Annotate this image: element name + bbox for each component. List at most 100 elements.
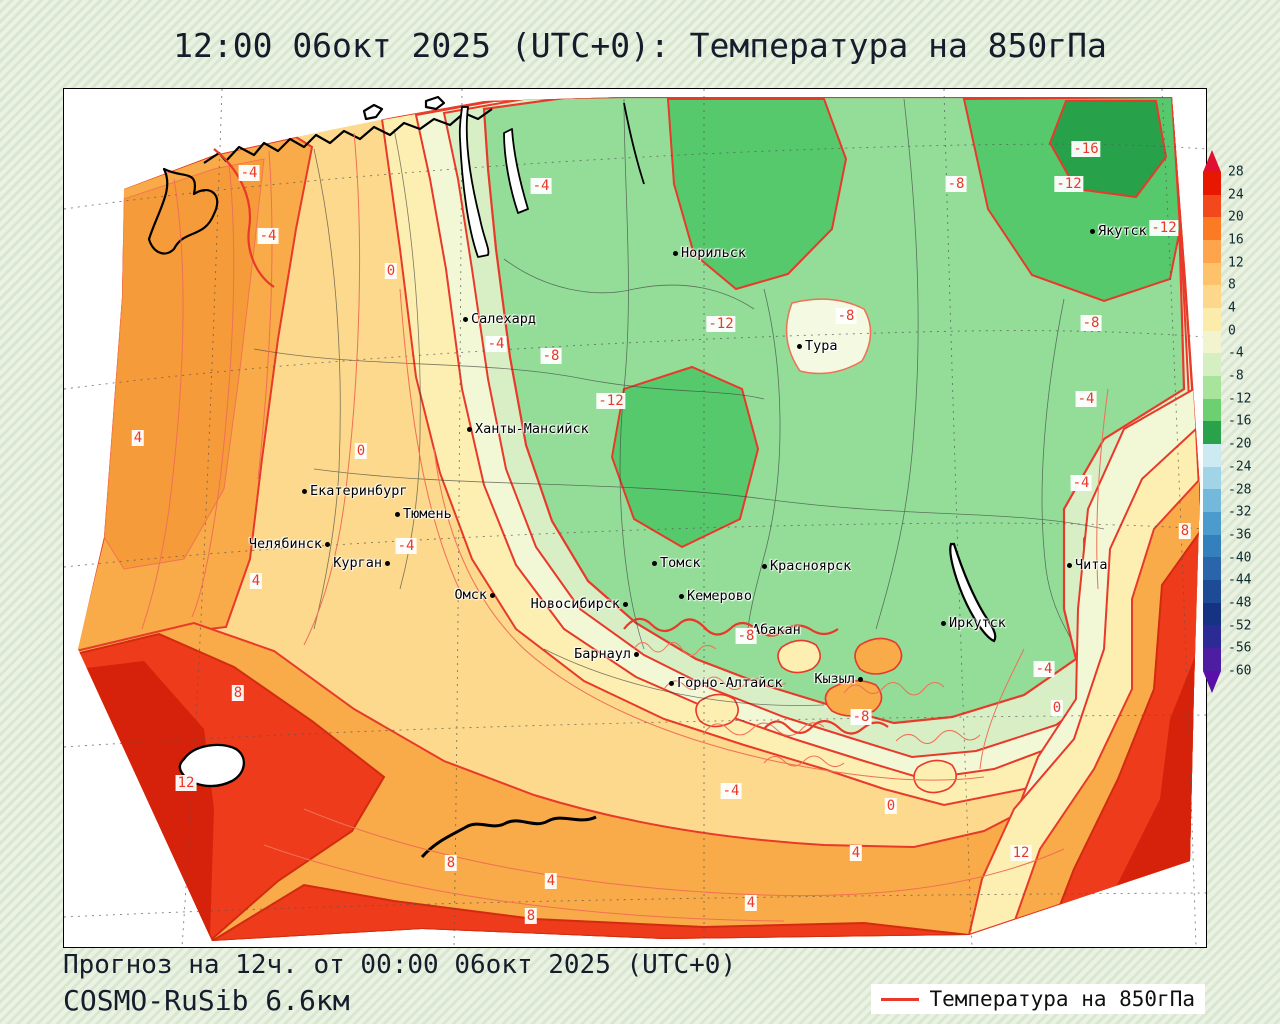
isotherm-label: -4 <box>530 178 552 194</box>
colorbar-label: 20 <box>1228 209 1244 225</box>
isotherm-label: -12 <box>596 393 626 409</box>
isotherm-label: 4 <box>249 573 263 589</box>
city-dot <box>623 601 628 607</box>
isotherm-label: 8 <box>524 908 538 924</box>
city-label: Чита <box>1075 557 1108 573</box>
isotherm-label: 12 <box>1010 845 1032 861</box>
colorbar-band <box>1203 376 1221 399</box>
city-label: Челябинск <box>248 536 322 552</box>
city-dot <box>679 593 684 599</box>
colorbar-band <box>1203 330 1221 354</box>
city-dot <box>467 426 472 432</box>
colorbar-band <box>1203 625 1221 649</box>
legend-label: Температура на 850гПа <box>929 987 1195 1011</box>
forecast-info: Прогноз на 12ч. от 00:00 06окт 2025 (UTC… <box>63 950 737 980</box>
isotherm-label: -16 <box>1071 141 1101 157</box>
isotherm-label: 8 <box>231 685 245 701</box>
city-label: Салехард <box>471 311 537 327</box>
colorbar-band <box>1203 217 1221 241</box>
isotherm-label: -4 <box>1033 661 1055 677</box>
city-marker: Чита <box>1067 557 1108 573</box>
colorbar-band <box>1203 421 1221 445</box>
colorbar-label: -8 <box>1228 368 1244 384</box>
temperature-field <box>78 97 1200 941</box>
city-dot <box>325 541 330 547</box>
isotherm-label: 4 <box>744 895 758 911</box>
city-marker: Омск <box>454 587 495 603</box>
city-dot <box>797 343 802 349</box>
city-marker: Ханты-Мансийск <box>467 421 589 437</box>
colorbar-label: -56 <box>1228 640 1252 656</box>
city-marker: Тюмень <box>395 506 452 522</box>
colorbar-band <box>1203 512 1221 535</box>
colorbar-arrow-down-icon <box>1203 670 1221 693</box>
temperature-colorbar: 28 24 20 16 12 8 4 0 -4 -8 -12 -16 -20 -24 -28 -32 -36 -4… <box>1203 150 1280 730</box>
colorbar-band <box>1203 398 1221 422</box>
colorbar-label: -12 <box>1228 391 1252 407</box>
city-label: Тюмень <box>403 506 452 522</box>
city-label: Красноярск <box>770 558 852 574</box>
isotherm-label: 0 <box>354 443 368 459</box>
isotherm-label: -4 <box>485 336 507 352</box>
colorbar-band <box>1203 580 1221 603</box>
colorbar-label: 16 <box>1228 232 1244 248</box>
colorbar-label: 12 <box>1228 255 1244 271</box>
coastlines <box>147 95 645 258</box>
isotherm-label: -8 <box>1080 315 1102 331</box>
page-title: 12:00 06окт 2025 (UTC+0): Температура на… <box>173 26 1107 65</box>
colorbar-band <box>1203 648 1221 671</box>
colorbar-band <box>1203 557 1221 581</box>
colorbar-label: -20 <box>1228 436 1252 452</box>
isotherm-label: 0 <box>884 798 898 814</box>
city-marker: Курган <box>333 555 390 571</box>
city-label: Норильск <box>681 245 747 261</box>
city-dot <box>762 563 767 569</box>
lake-baikal <box>949 542 997 643</box>
city-label: Курган <box>333 555 382 571</box>
isotherm-label: 4 <box>849 845 863 861</box>
city-marker: Красноярск <box>762 558 851 574</box>
border-ridge <box>420 815 597 858</box>
admin-borders <box>253 98 1105 706</box>
colorbar-band <box>1203 285 1221 309</box>
contour-lines-major <box>213 148 889 735</box>
colorbar-label: 24 <box>1228 187 1244 203</box>
colorbar-label: -48 <box>1228 595 1252 611</box>
model-info: COSMO-RuSib 6.6км <box>63 984 350 1017</box>
colorbar-label: 0 <box>1228 323 1236 339</box>
colorbar-label: -60 <box>1228 663 1252 679</box>
isotherm-label: 4 <box>544 873 558 889</box>
contour-lines-minor <box>141 132 1109 922</box>
colorbar-band <box>1203 194 1221 218</box>
city-dot <box>1090 228 1095 234</box>
colorbar-band <box>1203 308 1221 331</box>
colorbar-band <box>1203 602 1221 626</box>
city-label: Горно-Алтайск <box>677 675 783 691</box>
colorbar-arrow-up-icon <box>1203 150 1221 172</box>
isotherm-label: -8 <box>735 628 757 644</box>
colorbar-label: -16 <box>1228 413 1252 429</box>
city-dot <box>652 560 657 566</box>
city-label: Новосибирск <box>530 596 620 612</box>
colorbar-label: 28 <box>1228 164 1244 180</box>
city-dot <box>490 592 495 598</box>
city-dot <box>941 620 946 626</box>
city-marker: Иркутск <box>941 615 1006 631</box>
city-marker: Екатеринбург <box>302 483 408 499</box>
isotherm-label: -4 <box>1075 391 1097 407</box>
colorbar-band <box>1203 172 1221 195</box>
city-label: Омск <box>454 587 487 603</box>
city-dot <box>669 680 674 686</box>
city-label: Иркутск <box>949 615 1006 631</box>
city-label: Ханты-Мансийск <box>475 421 589 437</box>
city-dot <box>1067 562 1072 568</box>
city-dot <box>634 651 639 657</box>
colorbar-band <box>1203 353 1221 377</box>
colorbar-label: -52 <box>1228 618 1252 634</box>
colorbar-band <box>1203 466 1221 490</box>
isotherm-label: -4 <box>238 165 260 181</box>
colorbar-label: -36 <box>1228 527 1252 543</box>
isotherm-label: 8 <box>1178 523 1192 539</box>
city-dot <box>385 560 390 566</box>
